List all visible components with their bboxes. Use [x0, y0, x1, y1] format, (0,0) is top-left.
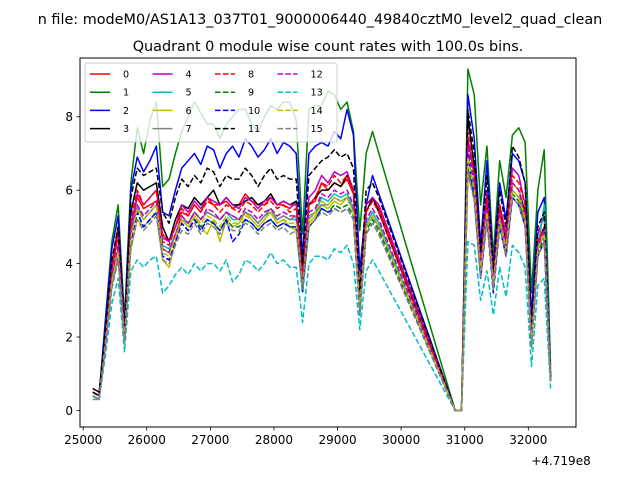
x-tick-label: 25000: [64, 433, 102, 447]
legend-label-12: 12: [311, 70, 323, 81]
series-line-14: [92, 156, 552, 412]
x-tick-label: 27000: [191, 433, 229, 447]
x-tick-label: 31000: [446, 433, 484, 447]
axes-frame: [79, 57, 577, 428]
y-tick-label: 4: [65, 257, 73, 271]
y-tick-label: 6: [65, 183, 73, 197]
x-axis: 25000 26000 27000 28000 29000 30000 31000 32000: [64, 427, 547, 447]
x-tick-label: 29000: [318, 433, 356, 447]
legend-label-4: 4: [186, 70, 192, 81]
legend-label-1: 1: [123, 88, 129, 99]
series-line-10: [92, 152, 552, 412]
legend-label-3: 3: [123, 124, 129, 135]
x-tick-label: 28000: [255, 433, 293, 447]
series-line-2: [92, 93, 552, 412]
legend-label-5: 5: [186, 88, 192, 99]
x-tick-label: 30000: [382, 433, 420, 447]
series-line-4: [92, 138, 552, 412]
legend-label-8: 8: [248, 70, 254, 81]
series-line-13: [92, 240, 552, 412]
legend-label-13: 13: [311, 88, 323, 99]
y-tick-label: 8: [65, 110, 73, 124]
y-tick-label: 0: [65, 404, 73, 418]
chart-title: Quadrant 0 module wise count rates with …: [133, 39, 524, 55]
legend-label-0: 0: [123, 70, 129, 81]
legend-label-15: 15: [311, 124, 323, 135]
legend-label-14: 14: [311, 106, 323, 117]
legend-label-2: 2: [123, 106, 129, 117]
y-axis: 0 2 4 6 8: [65, 110, 80, 418]
legend-label-6: 6: [186, 106, 192, 117]
legend-label-10: 10: [248, 106, 260, 117]
legend-box: [84, 62, 338, 143]
x-tick-label: 32000: [509, 433, 547, 447]
series-line-15: [92, 171, 552, 412]
series-line-8: [92, 130, 552, 412]
legend-label-7: 7: [186, 124, 192, 135]
figure-suptitle: n file: modeM0/AS1A13_037T01_9000006440_…: [38, 12, 603, 28]
series-line-11: [92, 108, 552, 412]
y-tick-label: 2: [65, 330, 73, 344]
x-offset-text: +4.719e8: [531, 454, 590, 468]
x-tick-label: 26000: [128, 433, 166, 447]
legend-label-9: 9: [248, 88, 254, 99]
legend-label-11: 11: [248, 124, 260, 135]
